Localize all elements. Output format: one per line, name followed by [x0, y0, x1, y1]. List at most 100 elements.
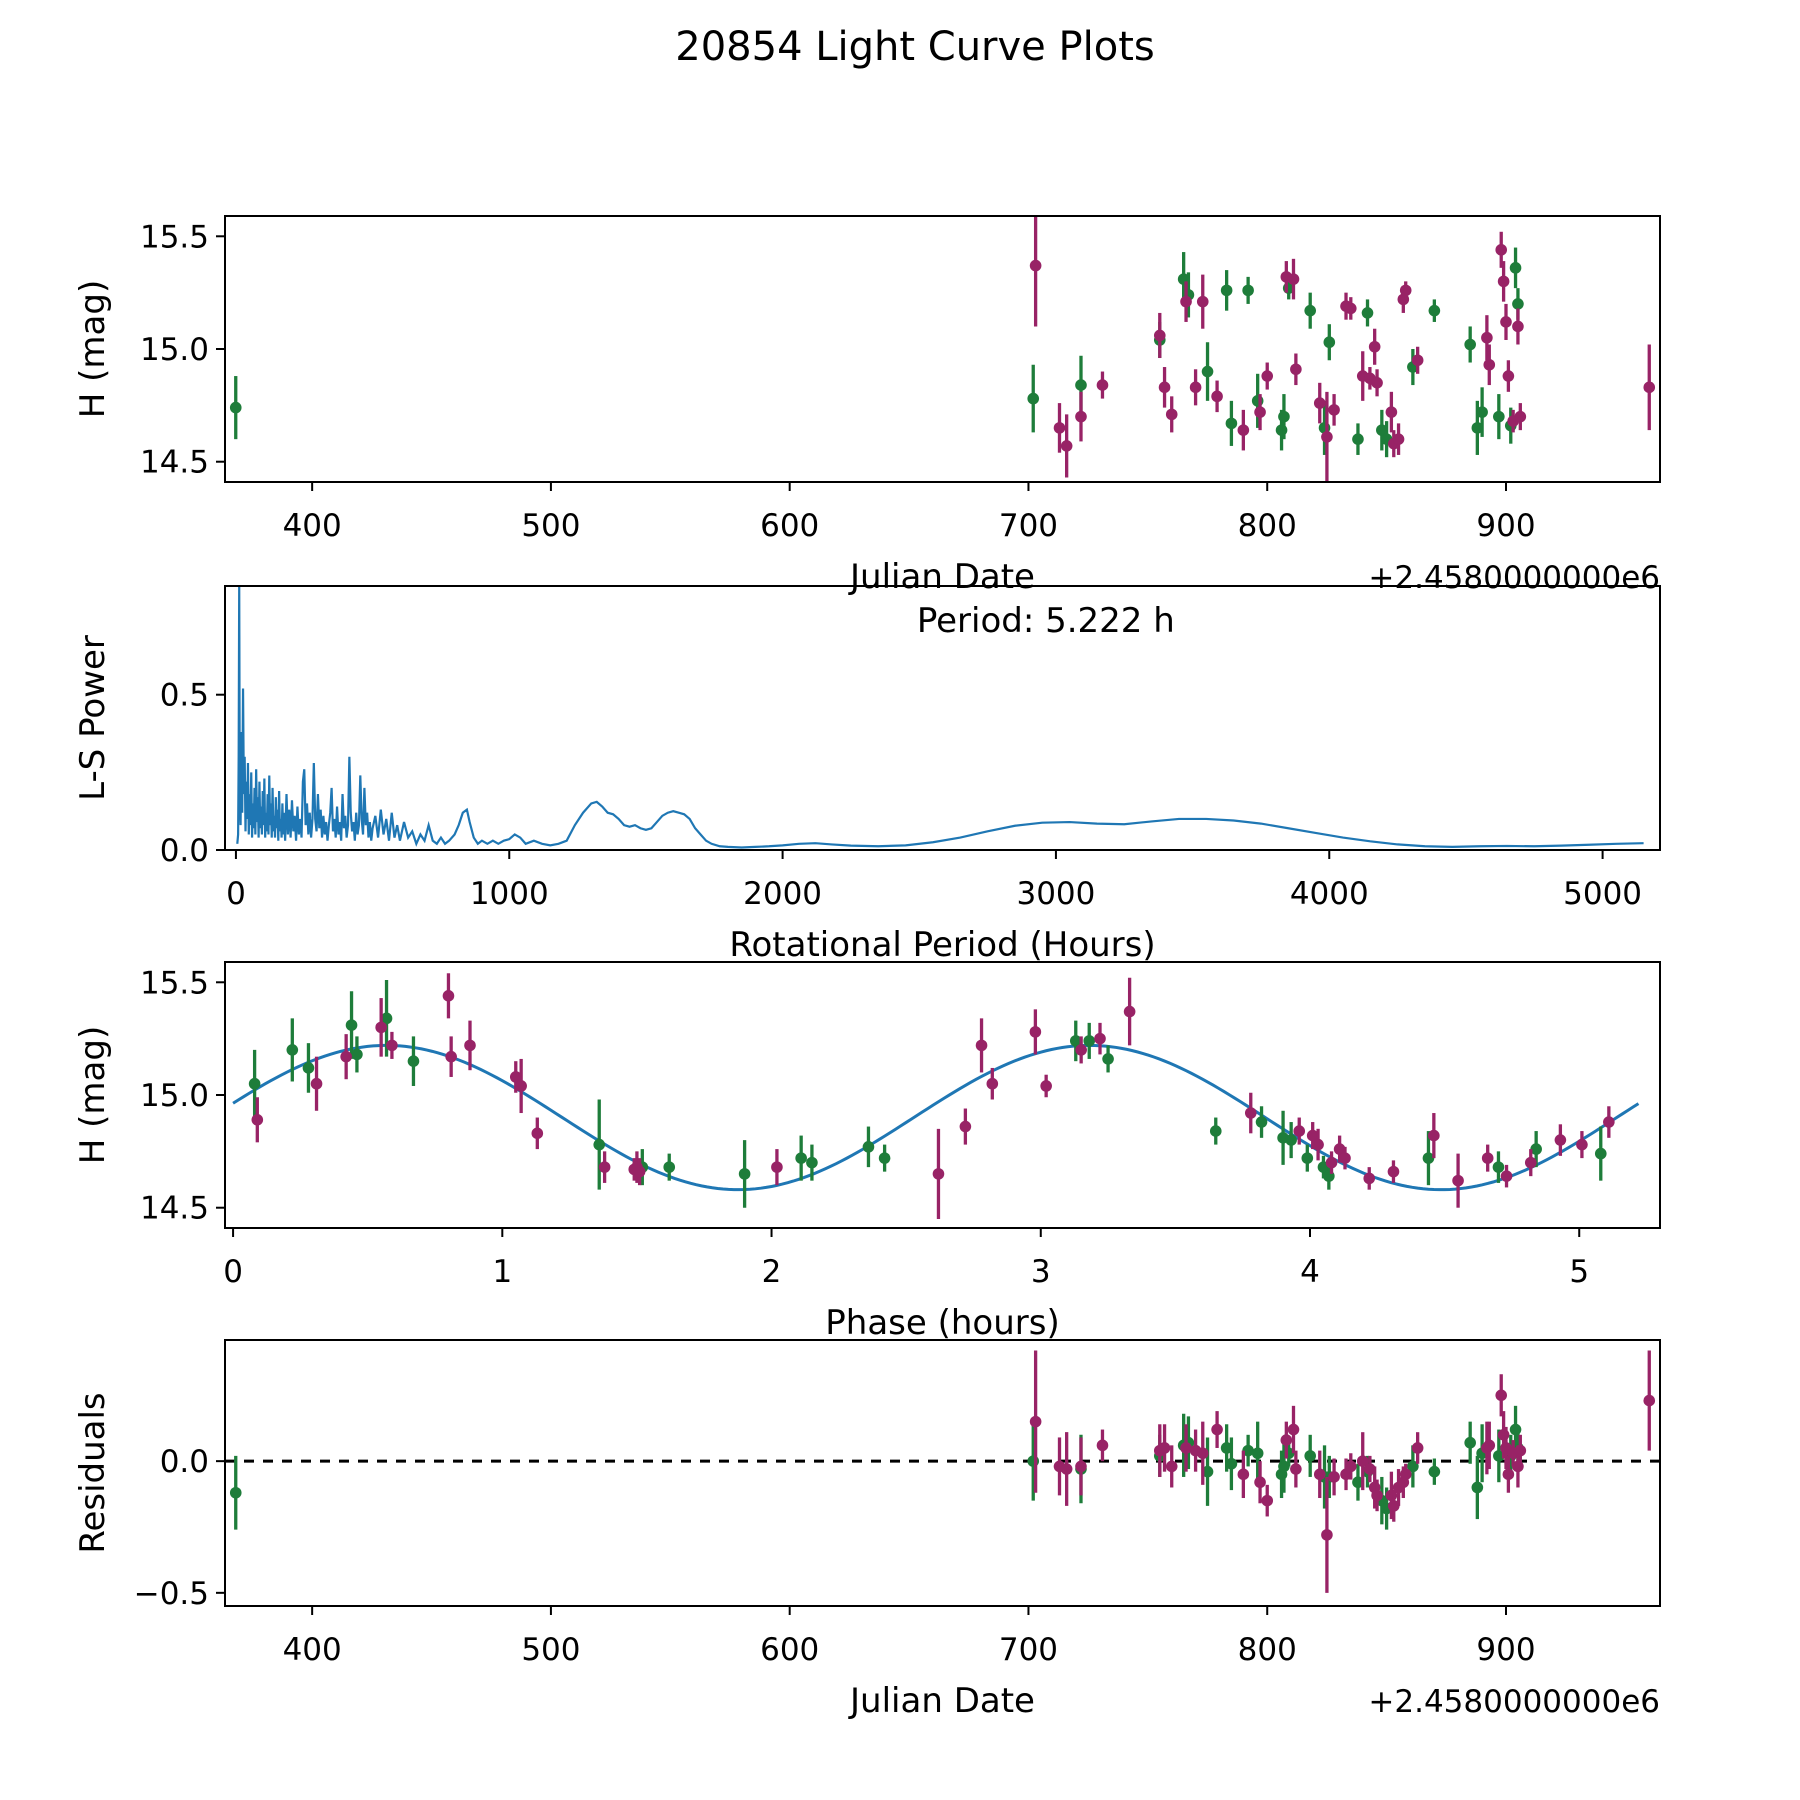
y-tick-label: 15.0 [140, 332, 209, 368]
y-tick-label: 0.0 [160, 833, 209, 869]
data-point [1165, 408, 1178, 421]
data-point [1123, 1005, 1136, 1018]
data-point [1075, 410, 1087, 423]
residuals-panel: 400 500 600 700 800 900 0.0 −0.5 Julian Date Resi… [73, 1339, 1661, 1721]
data-point [1399, 284, 1412, 297]
data-point [1493, 1450, 1505, 1462]
data-point [1464, 338, 1476, 351]
data-point [1220, 1442, 1233, 1454]
data-point [251, 1113, 264, 1126]
data-point [806, 1156, 818, 1169]
data-point [1029, 1026, 1042, 1038]
x-tick-label: 600 [760, 508, 819, 544]
data-point [593, 1138, 606, 1151]
data-point [1242, 1444, 1254, 1457]
data-point [986, 1077, 999, 1090]
data-point [1387, 1165, 1400, 1178]
data-point [531, 1127, 544, 1140]
y-tick-label: 14.5 [140, 445, 209, 481]
data-point [1512, 1460, 1524, 1473]
y-tick-label: 15.5 [140, 965, 209, 1001]
x-tick-label: 700 [999, 1632, 1058, 1668]
data-point [975, 1039, 988, 1052]
data-point [1287, 1423, 1300, 1436]
data-point [1476, 406, 1488, 418]
data-point [1371, 1489, 1383, 1502]
data-point [795, 1152, 807, 1164]
data-point [464, 1039, 476, 1052]
data-point [1304, 304, 1317, 317]
phase-folded-xlabel: Phase (hours) [825, 1303, 1059, 1343]
data-point [509, 1071, 522, 1083]
data-point [1514, 410, 1527, 423]
y-tick-label: 0.5 [160, 678, 209, 714]
green-observations [229, 247, 1524, 458]
x-tick-label: 0 [226, 876, 246, 912]
data-point [1251, 395, 1264, 407]
x-tick-label: 2000 [743, 876, 822, 912]
data-point [340, 1050, 352, 1063]
data-point [1075, 379, 1087, 391]
data-point [1407, 1460, 1419, 1473]
data-point [1368, 340, 1381, 353]
data-point [1399, 1468, 1412, 1481]
data-point [1495, 1389, 1508, 1402]
axes-frame [224, 215, 1661, 483]
green-residuals [229, 1405, 1524, 1530]
jd-lightcurve-xlabel: Julian Date [848, 557, 1035, 597]
data-point [1524, 1156, 1537, 1169]
data-point [442, 990, 455, 1002]
data-point [1075, 1460, 1087, 1473]
data-point [1201, 365, 1214, 378]
data-point [1497, 275, 1510, 288]
x-tick-label: 5000 [1563, 876, 1642, 912]
data-point [1452, 1174, 1464, 1187]
y-tick-label: 15.0 [140, 1078, 209, 1114]
data-point [633, 1165, 646, 1178]
data-point [1196, 295, 1209, 308]
data-point [1385, 406, 1398, 418]
data-point [1512, 298, 1524, 310]
periodogram-line [236, 586, 1644, 849]
data-point [1352, 433, 1364, 445]
purple-residuals [1029, 1350, 1656, 1593]
data-point [1428, 1465, 1441, 1478]
data-point [1428, 304, 1441, 317]
x-tick-label: 400 [283, 1632, 342, 1668]
data-point [1254, 406, 1266, 418]
data-point [1029, 259, 1042, 272]
data-point [1096, 379, 1109, 391]
data-point [1261, 1494, 1274, 1507]
data-point [1285, 1134, 1297, 1146]
data-point [1301, 1152, 1314, 1164]
data-point [932, 1168, 945, 1180]
data-point [1356, 1455, 1369, 1467]
data-point [1325, 1156, 1338, 1169]
x-tick-label: 500 [521, 1632, 580, 1668]
data-point [286, 1044, 299, 1056]
data-point [1029, 1415, 1042, 1428]
x-tick-label: 800 [1238, 1632, 1297, 1668]
data-point [1225, 1457, 1238, 1470]
data-point [1502, 370, 1515, 382]
data-point [959, 1120, 972, 1133]
periodogram-xlabel: Rotational Period (Hours) [729, 925, 1155, 965]
periodogram-ylabel: L-S Power [73, 635, 113, 801]
axis-offset-text: +2.4580000000e6 [1368, 1684, 1660, 1720]
data-point [862, 1141, 875, 1153]
data-point [1083, 1035, 1096, 1047]
data-point [1333, 1143, 1346, 1155]
jd-lightcurve-ylabel: H (mag) [73, 280, 113, 418]
data-point [1497, 1429, 1510, 1441]
data-point [738, 1168, 751, 1180]
data-point [1411, 354, 1424, 367]
data-point [1554, 1134, 1567, 1146]
x-tick-label: 700 [999, 508, 1058, 544]
data-point [1509, 1423, 1522, 1436]
y-tick-label: 15.5 [140, 219, 209, 255]
data-point [1344, 1460, 1357, 1473]
data-point [1339, 1152, 1351, 1164]
data-point [1196, 1447, 1209, 1460]
jd-lightcurve-panel: 400 500 600 700 800 900 14.5 15.0 15.5 Julian Dat… [73, 215, 1661, 597]
